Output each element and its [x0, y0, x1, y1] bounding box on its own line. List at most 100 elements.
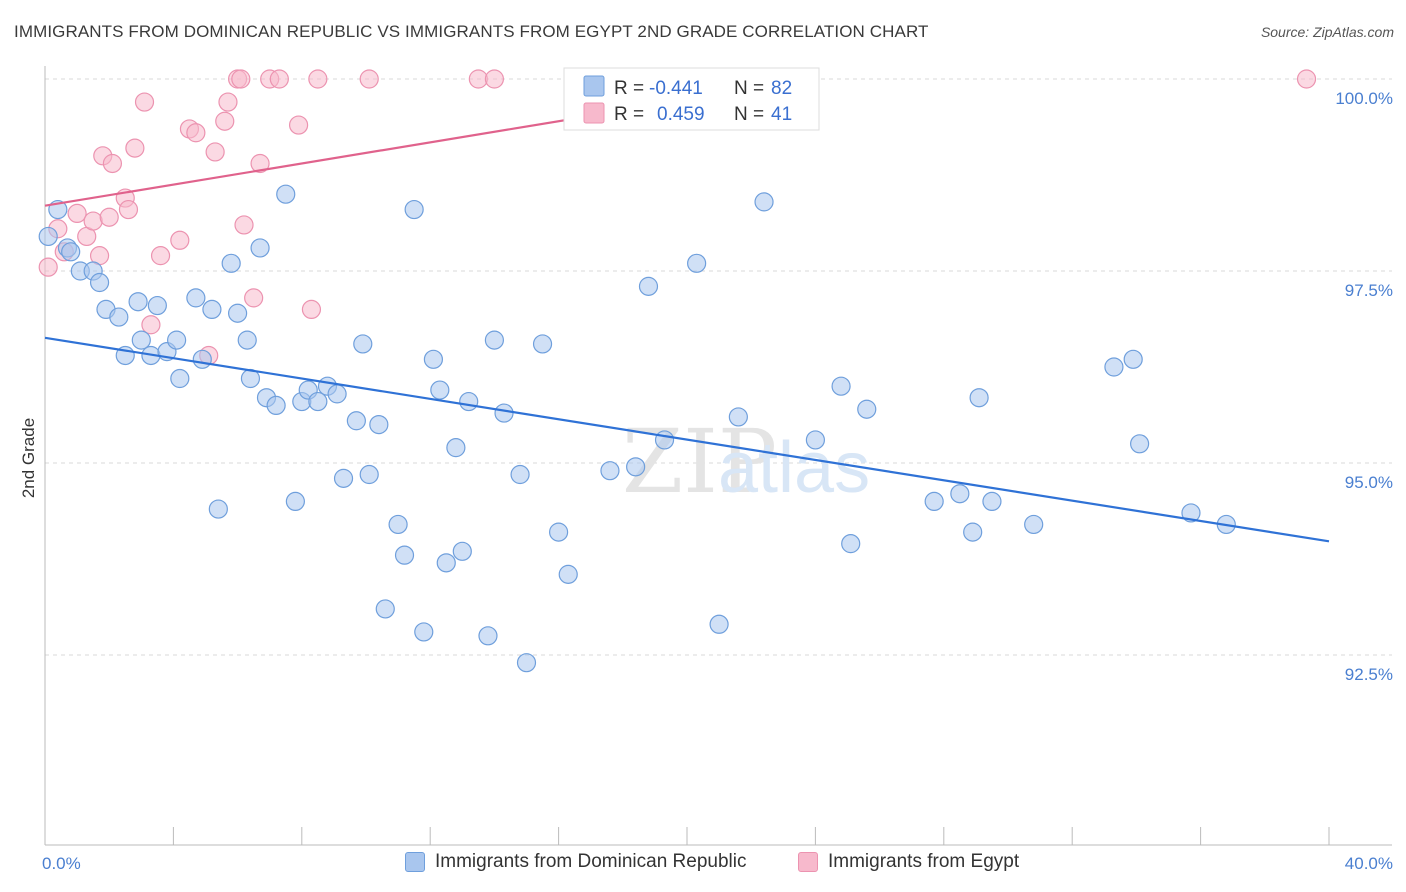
- data-point-dominican-republic: [359, 464, 379, 485]
- data-point-egypt: [38, 257, 58, 277]
- data-point-egypt: [99, 207, 119, 227]
- data-point-dominican-republic: [388, 514, 408, 535]
- data-point-dominican-republic: [857, 399, 877, 419]
- chart-source: Source: ZipAtlas.com: [1260, 24, 1394, 40]
- data-point-dominican-republic: [1130, 434, 1150, 454]
- data-point-dominican-republic: [459, 391, 479, 412]
- data-point-dominican-republic: [221, 253, 241, 273]
- data-point-dominican-republic: [510, 464, 530, 485]
- data-point-dominican-republic: [446, 438, 466, 458]
- data-point-egypt: [301, 299, 322, 319]
- data-point-egypt: [231, 69, 251, 89]
- data-point-egypt: [170, 230, 190, 250]
- data-point-dominican-republic: [192, 349, 212, 369]
- x-tick-label: 40.0%: [1345, 854, 1393, 873]
- legend-item-egypt: Immigrants from Egypt: [798, 851, 1019, 873]
- data-point-dominican-republic: [276, 184, 296, 204]
- data-point-dominican-republic: [353, 334, 373, 354]
- data-point-dominican-republic: [532, 334, 553, 354]
- data-point-dominican-republic: [430, 380, 450, 400]
- grid-layer: 92.5% 95.0% 97.5% 100.0%: [45, 78, 1393, 684]
- watermark-zip: ZIP: [622, 410, 777, 513]
- data-point-dominican-republic: [109, 307, 129, 327]
- legend-frame: [563, 67, 820, 131]
- data-point-dominican-republic: [1181, 503, 1201, 523]
- legend-label-dominican-republic: Immigrants from Dominican Republic: [435, 851, 747, 872]
- data-point-egypt: [244, 288, 264, 308]
- data-point-dominican-republic: [266, 395, 286, 415]
- data-point-dominican-republic: [709, 614, 729, 634]
- legend-r-value-pink: 0.459: [657, 104, 705, 125]
- data-point-dominican-republic: [494, 403, 514, 423]
- x-tick-label: 0.0%: [42, 854, 81, 873]
- data-point-dominican-republic: [924, 491, 944, 511]
- data-point-dominican-republic: [167, 330, 187, 350]
- data-point-egypt: [359, 69, 379, 89]
- y-axis-label: 2nd Grade: [19, 418, 38, 498]
- data-point-dominican-republic: [333, 468, 354, 488]
- legend-n-value-pink: 41: [771, 104, 792, 125]
- legend-n-value-blue: 82: [771, 78, 792, 99]
- legend-r-label-pink: R =: [614, 104, 644, 125]
- data-point-egypt: [186, 123, 206, 143]
- y-tick-label: 95.0%: [1345, 473, 1393, 492]
- data-point-egypt: [269, 69, 289, 89]
- data-point-egypt: [250, 153, 270, 174]
- data-point-dominican-republic: [131, 330, 151, 350]
- legend-r-label-blue: R =: [614, 78, 644, 99]
- y-tick-label: 97.5%: [1345, 281, 1393, 300]
- data-point-egypt: [67, 203, 87, 223]
- data-point-dominican-republic: [950, 484, 970, 504]
- data-point-dominican-republic: [327, 384, 347, 404]
- data-point-dominican-republic: [805, 430, 826, 450]
- data-point-egypt: [288, 115, 309, 135]
- data-point-dominican-republic: [414, 622, 434, 642]
- chart-title: IMMIGRANTS FROM DOMINICAN REPUBLIC VS IM…: [14, 22, 929, 41]
- data-point-dominican-republic: [969, 388, 989, 408]
- data-point-dominican-republic: [250, 238, 270, 258]
- data-point-dominican-republic: [1104, 357, 1124, 377]
- data-point-dominican-republic: [654, 430, 675, 450]
- data-point-dominican-republic: [202, 299, 222, 319]
- legend-n-label-pink: N =: [734, 104, 764, 125]
- watermark-atlas: atlas: [718, 428, 870, 508]
- data-point-dominican-republic: [369, 415, 389, 435]
- y-tick-label: 100.0%: [1335, 89, 1393, 108]
- data-point-egypt: [134, 92, 155, 112]
- data-point-dominican-republic: [208, 499, 228, 519]
- data-point-dominican-republic: [128, 292, 148, 312]
- data-point-dominican-republic: [982, 491, 1002, 511]
- data-point-dominican-republic: [484, 330, 504, 350]
- data-point-dominican-republic: [170, 368, 190, 389]
- data-point-egypt: [234, 215, 254, 235]
- legend-swatch-egypt: [798, 852, 818, 872]
- trend-line-dominican-republic: [44, 336, 1330, 543]
- data-point-dominican-republic: [728, 407, 748, 427]
- data-point-dominican-republic: [186, 288, 206, 308]
- data-point-dominican-republic: [285, 491, 305, 511]
- data-point-dominican-republic: [963, 522, 983, 542]
- data-point-dominican-republic: [452, 541, 472, 561]
- data-point-dominican-republic: [89, 272, 110, 293]
- data-point-dominican-republic: [548, 522, 569, 542]
- y-tick-label: 92.5%: [1345, 665, 1393, 684]
- data-point-dominican-republic: [558, 564, 578, 584]
- data-point-egypt: [125, 138, 145, 158]
- data-point-egypt: [484, 69, 504, 89]
- data-point-egypt: [102, 153, 123, 174]
- data-point-dominican-republic: [237, 330, 257, 350]
- data-point-dominican-republic: [516, 653, 537, 673]
- data-point-dominican-republic: [831, 376, 851, 396]
- legend-swatch-dominican-republic: [405, 852, 425, 872]
- points-layer: [38, 69, 1317, 673]
- data-point-egypt: [215, 111, 235, 131]
- data-point-dominican-republic: [38, 226, 58, 247]
- data-point-egypt: [150, 246, 171, 266]
- data-point-dominican-republic: [436, 553, 456, 573]
- data-point-dominican-republic: [346, 411, 366, 431]
- data-point-dominican-republic: [638, 276, 659, 296]
- data-point-dominican-republic: [687, 253, 707, 273]
- data-point-dominican-republic: [478, 626, 498, 646]
- legend-label-egypt: Immigrants from Egypt: [828, 851, 1020, 872]
- data-point-dominican-republic: [147, 295, 167, 316]
